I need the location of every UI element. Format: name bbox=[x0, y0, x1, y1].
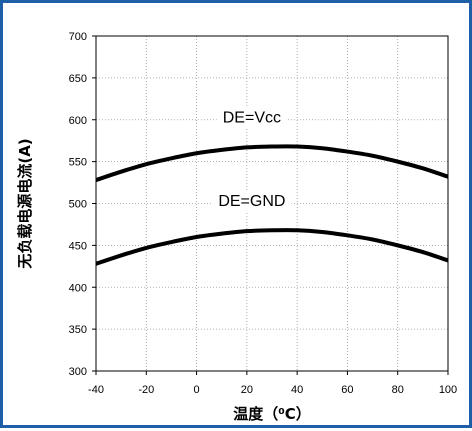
x-tick-label: 80 bbox=[392, 384, 404, 396]
series-line-de-gnd bbox=[95, 228, 449, 266]
series-annotation-de-gnd: DE=GND bbox=[218, 193, 285, 210]
y-tick-label: 450 bbox=[69, 240, 87, 252]
y-tick-label: 700 bbox=[69, 31, 87, 43]
line-chart: 300 350 400 450 500 550 600 650 700 -40 -20 0 20 40 60… bbox=[16, 31, 457, 423]
annotation-background bbox=[216, 107, 288, 129]
x-tick-label: -20 bbox=[138, 384, 154, 396]
y-tick-label: 400 bbox=[69, 282, 87, 294]
x-tick-label: 0 bbox=[194, 384, 200, 396]
x-axis-title: 温度（⁰C） bbox=[233, 405, 311, 423]
y-tick-label: 300 bbox=[69, 366, 87, 378]
y-tick-label: 600 bbox=[69, 115, 87, 127]
x-tick-label: 20 bbox=[241, 384, 253, 396]
x-tick-label: 60 bbox=[341, 384, 353, 396]
annotation-background bbox=[212, 191, 292, 213]
y-axis-title: 无负载电源电流(A) bbox=[16, 138, 34, 269]
y-tick-label: 650 bbox=[69, 73, 87, 85]
x-tick-label: 40 bbox=[291, 384, 303, 396]
y-tick-label: 350 bbox=[69, 324, 87, 336]
series-line-de-vcc bbox=[95, 144, 449, 182]
x-tick-label: -40 bbox=[88, 384, 104, 396]
series-annotation-de-vcc: DE=Vcc bbox=[223, 109, 281, 126]
y-tick-label: 550 bbox=[69, 157, 87, 169]
y-tick-label: 500 bbox=[69, 199, 87, 211]
x-tick-label: 100 bbox=[439, 384, 457, 396]
